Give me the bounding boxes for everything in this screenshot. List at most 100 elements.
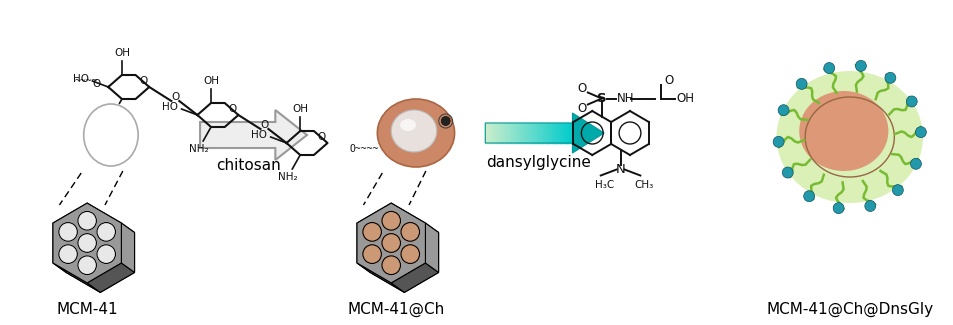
Ellipse shape [88,110,125,153]
Bar [517,123,520,143]
Bar [538,123,541,143]
Bar [540,123,543,143]
Bar [542,123,544,143]
Bar [485,123,487,143]
Ellipse shape [815,106,877,162]
Bar [494,123,496,143]
Polygon shape [87,203,134,233]
Ellipse shape [85,107,126,155]
Ellipse shape [78,101,129,158]
Bar [502,123,504,143]
Text: O: O [663,74,673,87]
Bar [532,123,534,143]
Bar [546,123,548,143]
Text: OH: OH [113,48,130,58]
Circle shape [915,127,925,138]
Ellipse shape [776,71,923,203]
Bar [487,123,489,143]
Text: MCM-41@Ch@DnsGly: MCM-41@Ch@DnsGly [765,301,932,317]
Bar [515,123,517,143]
Text: OH: OH [203,76,219,86]
Text: dansylglycine: dansylglycine [486,155,591,171]
Circle shape [59,223,77,241]
Polygon shape [425,223,438,272]
Bar [570,123,573,143]
Bar [568,123,571,143]
Bar [488,123,491,143]
Bar [490,123,493,143]
Bar [563,123,565,143]
Text: O: O [577,82,586,95]
Circle shape [855,60,865,72]
Bar [497,123,499,143]
Circle shape [796,78,806,89]
Bar [498,123,501,143]
Text: OH: OH [292,104,308,114]
Circle shape [97,245,115,264]
Circle shape [905,96,916,107]
Circle shape [362,223,381,241]
Ellipse shape [817,108,876,161]
Text: O: O [92,79,100,89]
Circle shape [78,234,96,252]
Polygon shape [356,223,370,272]
Circle shape [362,245,381,264]
Ellipse shape [83,106,127,155]
Bar [547,123,550,143]
Circle shape [400,223,419,241]
Ellipse shape [89,112,125,152]
Bar [536,123,537,143]
Circle shape [864,201,875,212]
Circle shape [381,212,400,230]
Text: O: O [317,132,325,142]
Bar [519,123,522,143]
Bar [513,123,515,143]
Ellipse shape [824,115,871,157]
Ellipse shape [803,95,884,168]
Bar [553,123,555,143]
Ellipse shape [821,112,873,158]
Ellipse shape [799,91,887,171]
Ellipse shape [103,126,119,144]
Bar [530,123,533,143]
Bar [537,123,539,143]
Text: HO: HO [251,130,267,140]
Ellipse shape [399,119,416,131]
Polygon shape [66,213,134,292]
Ellipse shape [801,93,886,170]
Polygon shape [52,203,100,233]
Circle shape [778,105,788,116]
Bar [523,123,525,143]
Ellipse shape [75,98,130,160]
Text: NH₂: NH₂ [189,144,209,154]
Ellipse shape [91,113,124,151]
Bar [559,123,562,143]
Ellipse shape [101,124,119,145]
Ellipse shape [93,116,123,150]
Text: ~~~~: ~~~~ [74,76,98,86]
Text: NH₂: NH₂ [278,172,297,182]
Text: O: O [139,76,148,86]
Bar [525,123,527,143]
Polygon shape [391,203,438,233]
Bar [557,123,558,143]
Circle shape [381,234,400,252]
Circle shape [884,72,895,83]
Circle shape [78,256,96,275]
Ellipse shape [377,99,455,167]
Ellipse shape [92,115,123,150]
Bar [544,123,546,143]
Bar [551,123,553,143]
Circle shape [823,62,834,73]
Ellipse shape [829,119,868,154]
Text: N: N [615,163,625,176]
Text: S: S [597,92,606,105]
Bar [506,123,508,143]
Bar [511,123,513,143]
Text: CH₃: CH₃ [634,180,653,190]
Ellipse shape [820,110,874,160]
Ellipse shape [95,118,122,149]
Ellipse shape [82,104,128,156]
Circle shape [802,191,814,202]
Circle shape [891,185,902,196]
